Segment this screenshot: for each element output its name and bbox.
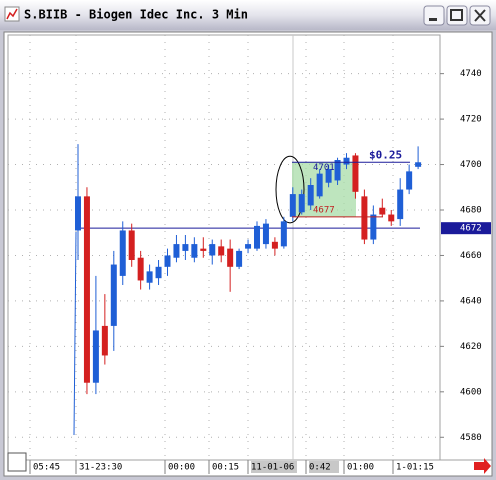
y-tick-label: 4700 <box>460 160 482 170</box>
candle-body <box>397 189 404 220</box>
range-handle <box>275 155 305 224</box>
x-tick-label: 05:45 <box>33 463 60 473</box>
range-low-label: 4677 <box>313 205 335 215</box>
change-label: $0.25 <box>369 148 402 161</box>
candle-body <box>164 255 171 267</box>
candle-body <box>191 244 198 258</box>
candle-body <box>119 230 126 276</box>
candle-body <box>236 250 243 267</box>
candle-body <box>83 196 90 383</box>
price-tag <box>441 222 491 235</box>
title-bar <box>0 0 496 30</box>
window-title: S.BIIB - Biogen Idec Inc. 3 Min <box>24 8 248 22</box>
y-tick-label: 4580 <box>460 433 482 443</box>
candle-body <box>146 271 153 283</box>
candle-body <box>209 244 216 256</box>
y-tick-label: 4680 <box>460 206 482 216</box>
x-tick-label: 31-23:30 <box>79 463 122 473</box>
chart: 4580 4600 4620 4640 4660 4680 4700 4720 4740 05:4… <box>8 35 491 474</box>
x-tick-label: 01:00 <box>347 463 374 473</box>
candle-body <box>227 248 234 267</box>
candle-body <box>289 194 296 217</box>
corner-box[interactable] <box>7 452 27 472</box>
y-tick-label: 4720 <box>460 115 482 125</box>
time-label-highlight <box>251 461 297 473</box>
x-tick-label: 1-01:15 <box>396 463 434 473</box>
candle-body <box>128 230 135 260</box>
y-tick-label: 4660 <box>460 251 482 261</box>
candle-body <box>316 173 323 197</box>
x-tick-label: 11-01-06 <box>251 463 294 473</box>
price-tag-label: 4672 <box>460 224 482 234</box>
plot-area <box>7 34 441 461</box>
candle-body <box>245 244 252 249</box>
candle-body <box>370 214 377 240</box>
candle-body <box>415 162 422 167</box>
candle-body <box>254 225 260 249</box>
y-tick-label: 4740 <box>460 69 482 79</box>
maximize-button[interactable] <box>446 5 468 26</box>
candle-body <box>388 214 395 222</box>
x-tick-label: 00:00 <box>168 463 195 473</box>
lead-line <box>73 231 77 436</box>
candle-body <box>101 325 108 356</box>
y-tick-label: 4600 <box>460 387 482 397</box>
candle-body <box>155 266 162 279</box>
candle-body <box>137 257 144 281</box>
candle-body <box>173 244 180 258</box>
candle-body <box>352 155 359 192</box>
candle-body <box>75 196 81 231</box>
candle-body <box>262 223 269 245</box>
app-icon <box>4 6 20 22</box>
candle-body <box>343 157 350 165</box>
candle-body <box>298 194 305 213</box>
close-button[interactable] <box>469 5 491 26</box>
candle-body <box>379 207 386 215</box>
y-tick-label: 4620 <box>460 342 482 352</box>
candle-body <box>406 171 413 190</box>
candle-body <box>307 185 314 206</box>
candle-body <box>325 169 332 183</box>
candle-body <box>361 196 368 240</box>
y-tick-label: 4640 <box>460 296 482 306</box>
x-tick-label: 0:42 <box>309 463 331 473</box>
candle-body <box>271 241 278 249</box>
x-tick-label: 00:15 <box>212 463 239 473</box>
candle-body <box>200 248 207 251</box>
candle-body <box>334 160 341 181</box>
candle-body <box>218 246 225 256</box>
range-high-label: 4701 <box>313 163 335 173</box>
candle-body <box>280 221 287 247</box>
candle-body <box>92 330 99 383</box>
scroll-arrow[interactable] <box>474 458 491 474</box>
candle-body <box>182 244 189 251</box>
minimize-button[interactable] <box>423 5 445 26</box>
candle-body <box>110 264 117 326</box>
time-label-highlight <box>309 461 339 473</box>
